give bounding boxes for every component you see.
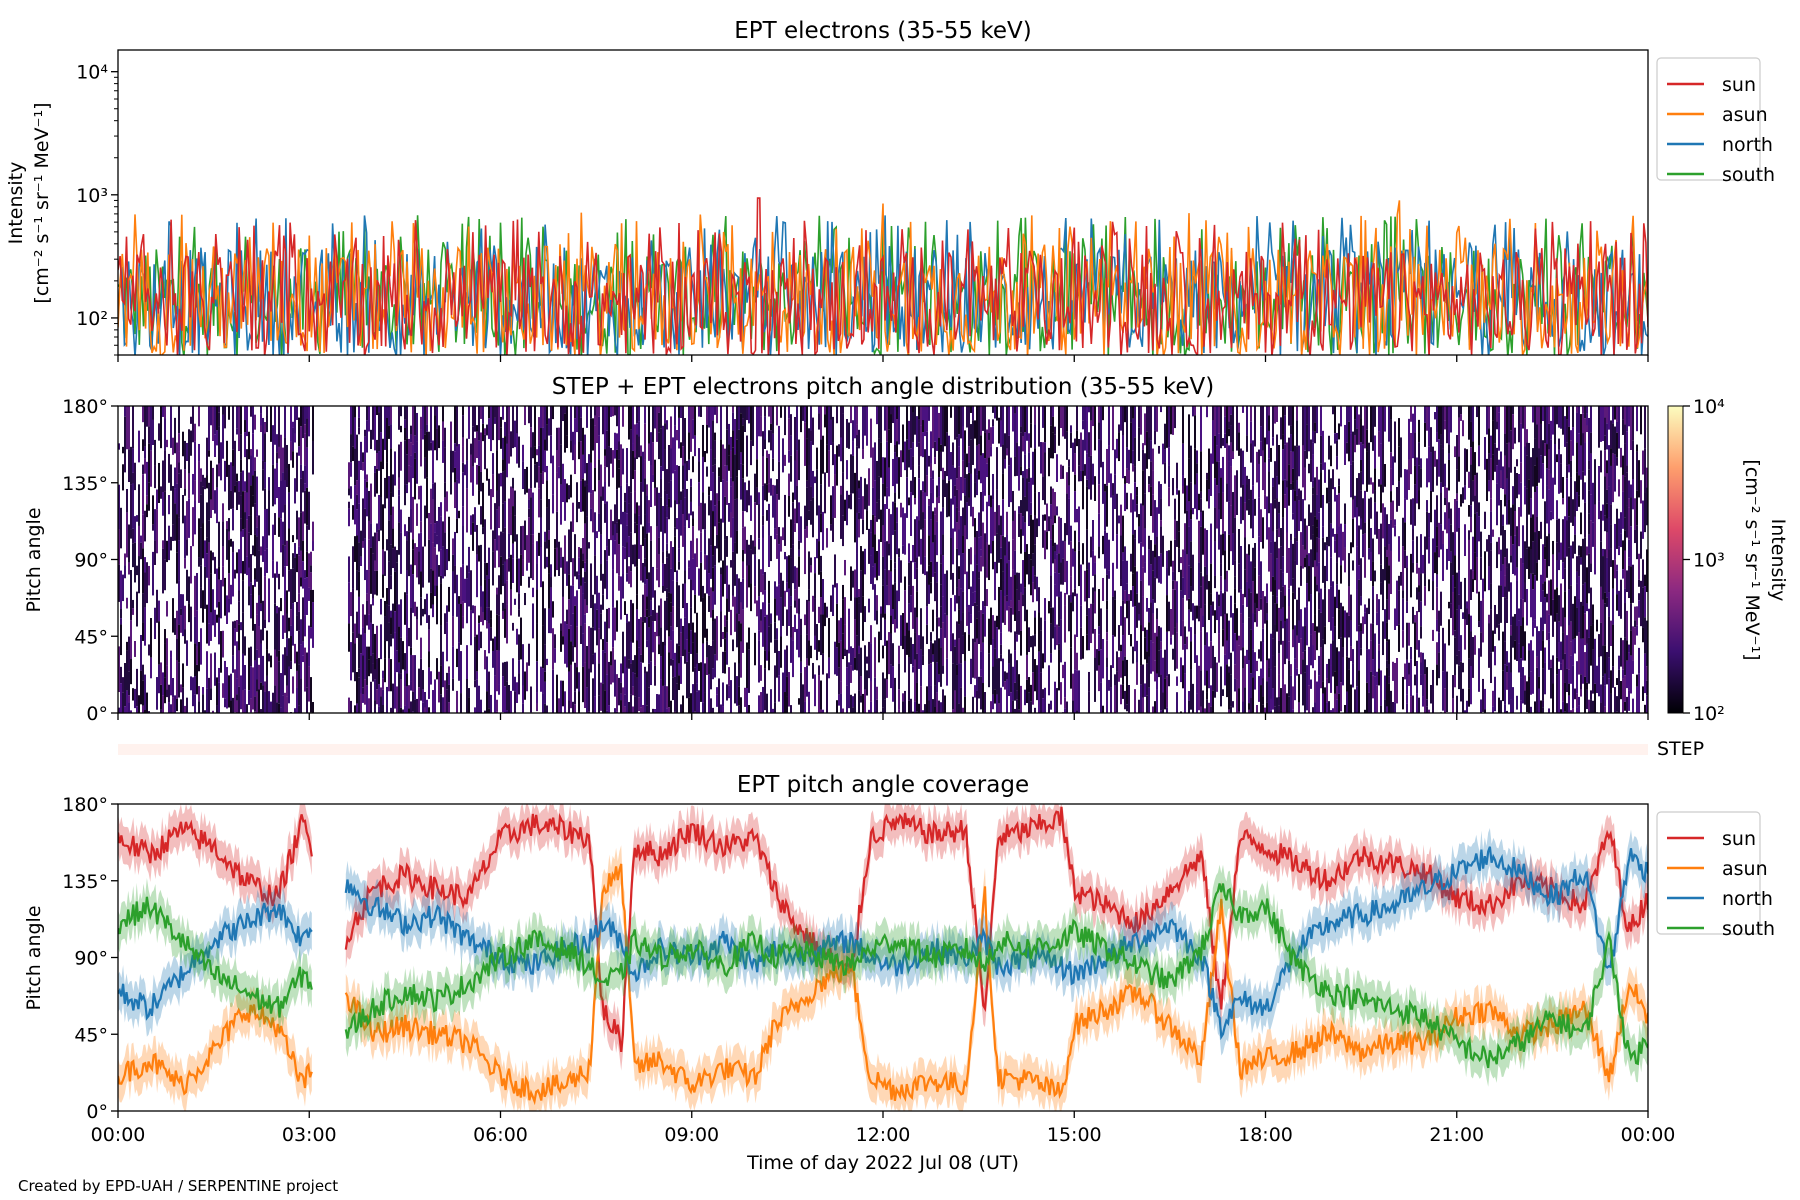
intensity-ytick-label: 10³: [76, 185, 108, 207]
intensity-ytick-label: 10²: [76, 308, 108, 330]
coverage-band-north: [118, 884, 312, 1037]
coverage-line-asun: [118, 1004, 313, 1096]
panel-intensity-legend: sun asun north south: [1656, 57, 1775, 186]
panel-pad-title: STEP + EPT electrons pitch angle distrib…: [552, 374, 1214, 400]
colorbar-tick-label: 10³: [1693, 550, 1725, 572]
coverage-line-sun: [118, 814, 313, 907]
legend-label-asun: asun: [1722, 104, 1768, 126]
step-strip: [118, 744, 1648, 755]
legend-label-sun: sun: [1722, 74, 1756, 96]
legend-label-asun: asun: [1722, 858, 1768, 880]
intensity-ytick-label: 10⁴: [76, 62, 108, 84]
x-tick-label: 00:00: [1621, 1124, 1676, 1146]
colorbar-label: Intensity: [1767, 519, 1789, 602]
coverage-line-south: [344, 883, 1648, 1069]
x-tick-label: 15:00: [1047, 1124, 1102, 1146]
pad-ytick-label: 0°: [86, 703, 108, 725]
coverage-line-asun: [344, 863, 1648, 1106]
x-tick-label: 09:00: [664, 1124, 719, 1146]
panel-intensity-ylabel-line2: [cm⁻² s⁻¹ sr⁻¹ MeV⁻¹]: [31, 102, 53, 303]
coverage-line-north: [118, 902, 313, 1021]
panel-coverage-ylabel: Pitch angle: [23, 905, 45, 1010]
panel-intensity-ylabel-line1: Intensity: [5, 162, 27, 245]
pad-ytick-label: 135°: [62, 473, 108, 495]
panel-step: STEP: [118, 738, 1704, 760]
panel-coverage-title: EPT pitch angle coverage: [737, 772, 1029, 798]
panel-intensity-title: EPT electrons (35-55 keV): [734, 18, 1031, 44]
x-tick-label: 03:00: [282, 1124, 337, 1146]
x-tick-label: 21:00: [1429, 1124, 1484, 1146]
colorbar-tick-label: 10⁴: [1693, 396, 1725, 418]
pad-ytick-label: 180°: [62, 396, 108, 418]
panel-intensity: EPT electrons (35-55 keV) 10² 10³ 10⁴ Inte…: [5, 18, 1775, 362]
legend-label-north: north: [1722, 134, 1773, 156]
panel-coverage-legend: sun asun north south: [1656, 811, 1775, 940]
coverage-ytick-label: 0°: [86, 1101, 108, 1123]
legend-label-south: south: [1722, 918, 1775, 940]
pad-ytick-label: 90°: [74, 550, 108, 572]
x-tick-label: 06:00: [473, 1124, 528, 1146]
panel-coverage: EPT pitch angle coverage 0° 45° 90° 135° 180…: [23, 772, 1775, 1146]
coverage-ytick-label: 90°: [74, 948, 108, 970]
pad-ytick-label: 45°: [74, 626, 108, 648]
legend-label-sun: sun: [1722, 828, 1756, 850]
coverage-band-sun: [345, 804, 1648, 1071]
x-axis-label: Time of day 2022 Jul 08 (UT): [746, 1152, 1019, 1174]
intensity-line-sun: [118, 197, 1648, 355]
coverage-line-sun: [344, 806, 1648, 1053]
coverage-ytick-label: 135°: [62, 871, 108, 893]
coverage-line-south: [118, 896, 313, 1018]
coverage-band-north: [345, 828, 1648, 1056]
panel-pad-ylabel: Pitch angle: [23, 507, 45, 612]
coverage-ytick-label: 180°: [62, 794, 108, 816]
x-tick-label: 18:00: [1238, 1124, 1293, 1146]
legend-label-south: south: [1722, 164, 1775, 186]
panel-pad: STEP + EPT electrons pitch angle distrib…: [23, 374, 1789, 725]
legend-label-north: north: [1722, 888, 1773, 910]
colorbar-tick-label: 10²: [1693, 703, 1725, 725]
step-label: STEP: [1657, 738, 1704, 760]
x-tick-label: 12:00: [856, 1124, 911, 1146]
colorbar: [1667, 405, 1684, 714]
intensity-line-asun: [118, 200, 1648, 355]
coverage-ytick-label: 45°: [74, 1024, 108, 1046]
coverage-band-south: [345, 864, 1648, 1087]
colorbar-units: [cm⁻² s⁻¹ sr⁻¹ MeV⁻¹]: [1741, 459, 1763, 660]
x-tick-label: 00:00: [91, 1124, 146, 1146]
credit-text: Created by EPD-UAH / SERPENTINE project: [18, 1177, 338, 1195]
